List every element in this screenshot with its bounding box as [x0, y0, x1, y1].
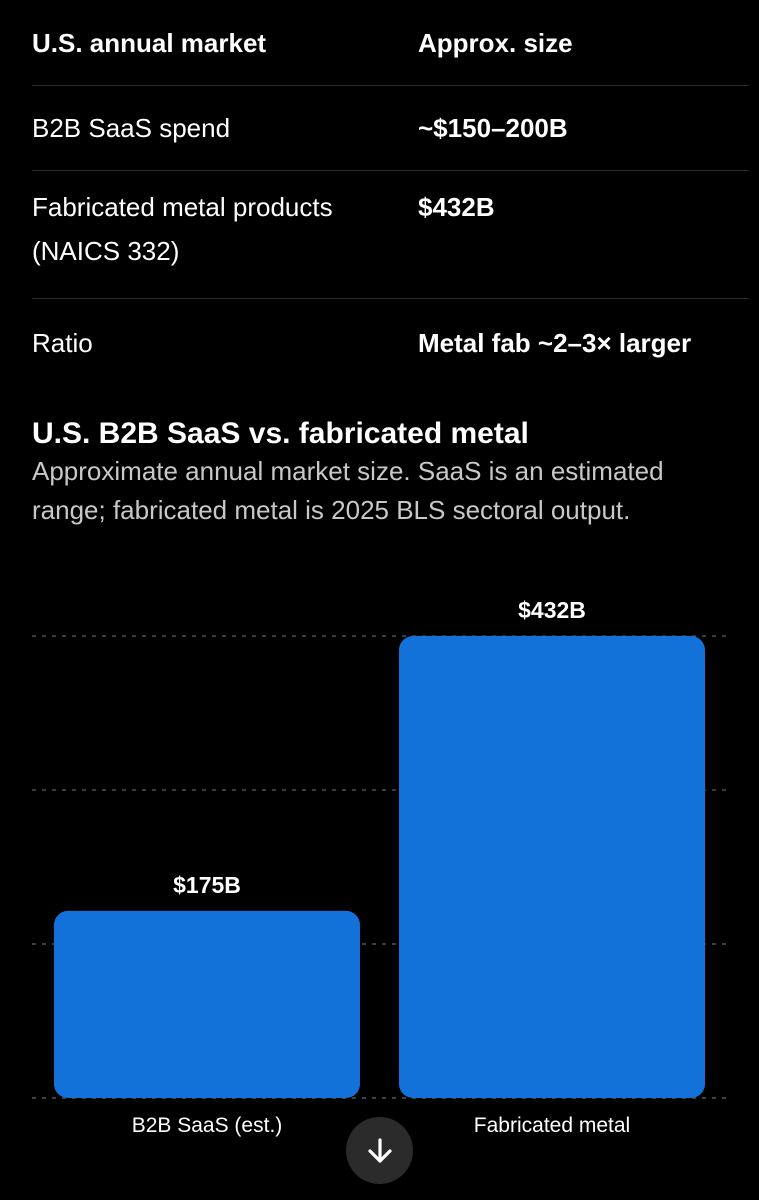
table-row: Fabricated metal products (NAICS 332) $4… [32, 171, 749, 299]
row-market: Fabricated metal products (NAICS 332) [32, 192, 333, 266]
header-market: U.S. annual market [32, 27, 267, 58]
bar-fabricated-metal [399, 636, 705, 1098]
chart-title: U.S. B2B SaaS vs. fabricated metal [32, 417, 529, 450]
x-tick-label: B2B SaaS (est.) [132, 1114, 283, 1137]
row-market: Ratio [32, 328, 93, 358]
bar-b2b-saas [54, 910, 360, 1098]
x-tick-label: Fabricated metal [474, 1114, 630, 1137]
market-size-table: U.S. annual market Approx. size B2B SaaS… [32, 0, 749, 387]
row-size: Metal fab ~2–3× larger [418, 328, 692, 358]
table-header-row: U.S. annual market Approx. size [32, 0, 749, 86]
table-row: B2B SaaS spend ~$150–200B [32, 86, 749, 171]
chart-subtitle: Approximate annual market size. SaaS is … [32, 456, 664, 525]
table-row: Ratio Metal fab ~2–3× larger [32, 299, 749, 387]
header-size: Approx. size [418, 27, 573, 58]
scroll-down-button[interactable] [346, 1117, 413, 1184]
bar-value-label: $432B [518, 597, 586, 623]
row-size: $432B [418, 192, 495, 222]
row-size: ~$150–200B [418, 113, 568, 143]
arrow-down-icon [367, 1137, 392, 1163]
bar-value-label: $175B [173, 872, 241, 898]
bar-chart: $175B B2B SaaS (est.) $432B Fabricated meta… [32, 597, 729, 1137]
row-market: B2B SaaS spend [32, 113, 231, 143]
